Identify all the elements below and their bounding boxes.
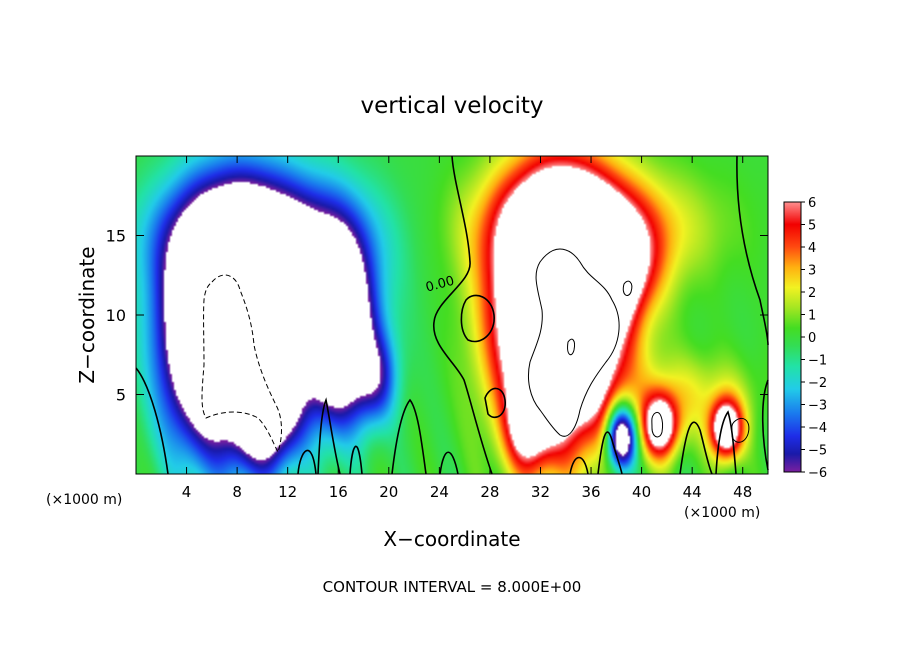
colorbar-tick-label: −1	[808, 354, 827, 369]
zero-contour-bottom-7	[597, 431, 623, 475]
x-tick-label: 20	[379, 483, 398, 501]
contour-16-updraft	[567, 338, 575, 356]
zero-contour-bottom-6	[569, 456, 589, 475]
x-tick-label: 36	[581, 483, 600, 501]
x-tick-label: 48	[733, 483, 752, 501]
colorbar-tick-label: −6	[808, 466, 827, 481]
x-tick-label: 44	[683, 483, 702, 501]
zero-contour-bottom-1	[297, 449, 317, 475]
zero-contour-closed-1	[460, 294, 495, 343]
zero-contour-left	[135, 367, 169, 475]
x-axis: 4 8 12 16 20 24 28 32 36 40 44 48	[182, 156, 752, 501]
zero-contour-right	[736, 155, 769, 346]
zero-contour-right-lower	[761, 379, 769, 471]
colorbar-tick-label: −3	[808, 399, 827, 414]
x-tick-label: 40	[632, 483, 651, 501]
x-tick-label: 4	[182, 483, 192, 501]
zero-contour-center	[433, 155, 493, 475]
negative-contour	[201, 274, 282, 454]
colorbar-tick-label: −4	[808, 421, 827, 436]
x-tick-label: 12	[278, 483, 297, 501]
contour-16-upper	[622, 280, 633, 296]
x-unit-left: (×1000 m)	[46, 492, 122, 508]
colorbar-tick-label: 4	[808, 241, 816, 256]
y-axis: 5 10 15	[106, 227, 768, 405]
contour-label: 0.00	[424, 274, 456, 296]
y-tick-label: 5	[116, 386, 126, 405]
x-tick-label: 28	[480, 483, 499, 501]
y-tick-label: 15	[106, 227, 126, 246]
zero-contour-bottom-5	[439, 451, 459, 475]
zero-contour-bottom-3	[349, 445, 363, 475]
colorbar-tick-label: 3	[808, 264, 816, 279]
y-tick-label: 10	[106, 306, 126, 325]
colorbar-ticks: 6 5 4 3 2 1 0 −1 −2 −3 −4 −5 −6	[801, 196, 827, 481]
x-tick-label: 24	[430, 483, 449, 501]
x-tick-label: 8	[232, 483, 242, 501]
x-tick-label: 16	[329, 483, 348, 501]
velocity-field	[136, 156, 768, 474]
y-axis-label: Z−coordinate	[75, 246, 99, 383]
zero-contour-closed-2	[484, 387, 506, 419]
colorbar-tick-label: 6	[808, 196, 816, 211]
x-unit-right: (×1000 m)	[684, 505, 760, 521]
x-axis-label: X−coordinate	[383, 527, 520, 551]
zero-contour-bottom-4	[391, 398, 427, 475]
zero-contours	[135, 155, 769, 475]
contour-8-cell-47	[731, 418, 750, 443]
zero-contour-bottom-9	[715, 410, 737, 475]
colorbar-tick-label: 5	[808, 219, 816, 234]
contour-8-cell-40	[651, 412, 663, 438]
colorbar-tick-label: 0	[808, 331, 816, 346]
colorbar-tick-label: 1	[808, 309, 816, 324]
zero-contour-bottom-2	[317, 397, 341, 475]
positive-contours	[527, 248, 750, 443]
colorbar-tick-label: 2	[808, 286, 816, 301]
colorbar-ramp	[783, 201, 802, 473]
contour-8-updraft	[527, 248, 620, 437]
colorbar-tick-label: −5	[808, 444, 827, 459]
contour-interval-note: CONTOUR INTERVAL = 8.000E+00	[323, 578, 582, 596]
colorbar-tick-label: −2	[808, 376, 827, 391]
x-tick-label: 32	[531, 483, 550, 501]
zero-contour-bottom-8	[679, 421, 713, 475]
colorbar: 6 5 4 3 2 1 0 −1 −2 −3 −4 −5 −6	[783, 196, 827, 481]
plot-area: 0.00	[135, 155, 769, 475]
chart-title: vertical velocity	[361, 93, 544, 119]
